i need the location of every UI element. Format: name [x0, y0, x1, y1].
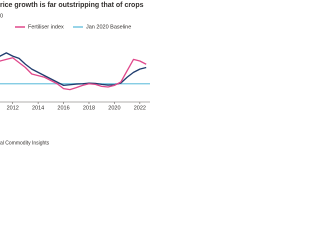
- x-tick-label: 2012: [7, 105, 19, 111]
- series-line: [0, 52, 147, 87]
- chart: rice growth is far outstripping that of …: [0, 2, 150, 146]
- chart-title: rice growth is far outstripping that of …: [0, 2, 144, 9]
- source: al Commodity Insights: [0, 140, 50, 146]
- x-tick-label: 2020: [108, 105, 120, 111]
- series-line: [0, 57, 147, 91]
- x-tick-label: 2022: [134, 105, 146, 111]
- x-tick-label: 2016: [57, 105, 69, 111]
- legend-label: Jan 2020 Baseline: [86, 24, 131, 30]
- legend-label: Fertiliser index: [28, 24, 64, 30]
- chart-subtitle: 0: [0, 13, 3, 19]
- x-tick-label: 2018: [83, 105, 95, 111]
- legend: Fertiliser index Jan 2020 Baseline: [15, 24, 131, 30]
- x-tick-label: 2014: [32, 105, 44, 111]
